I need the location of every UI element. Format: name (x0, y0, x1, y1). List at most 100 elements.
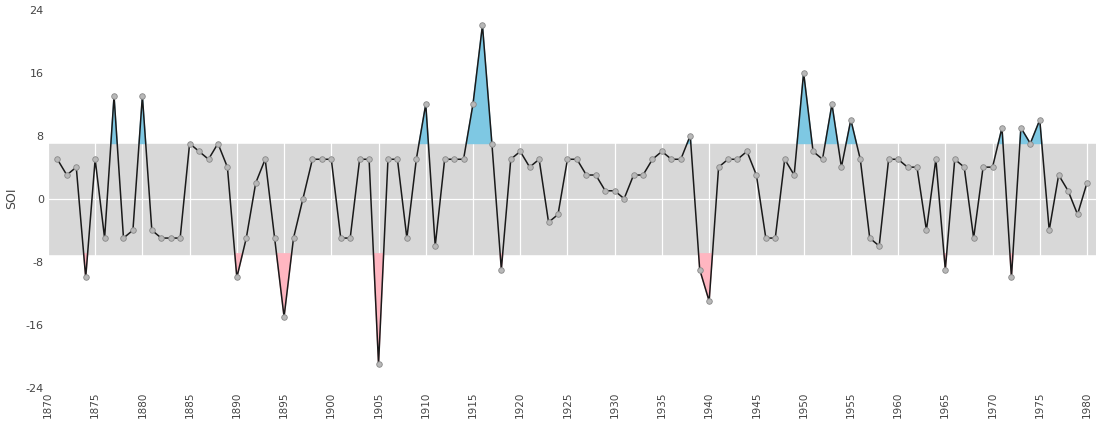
Point (908, 164, 926, 170)
Point (445, 156, 463, 163)
Point (587, 172, 605, 179)
Point (993, 124, 1011, 131)
Point (1003, 274, 1020, 281)
Point (493, 266, 510, 273)
Point (965, 234, 983, 241)
Point (549, 211, 566, 218)
Point (701, 298, 719, 304)
Point (1069, 211, 1087, 218)
Point (813, 156, 831, 163)
Point (795, 69, 812, 76)
Point (691, 266, 709, 273)
Point (228, 274, 246, 281)
Point (408, 156, 425, 163)
Point (247, 179, 264, 186)
Point (635, 172, 652, 179)
Point (379, 156, 397, 163)
Point (342, 234, 359, 241)
Point (474, 22, 491, 29)
Point (662, 156, 680, 163)
Point (946, 156, 963, 163)
Point (218, 164, 236, 170)
Point (577, 172, 595, 179)
Point (937, 266, 954, 273)
Point (710, 164, 727, 170)
Point (360, 156, 378, 163)
Point (77, 274, 95, 281)
Point (889, 156, 907, 163)
Point (1050, 172, 1068, 179)
Point (1078, 179, 1095, 186)
Point (804, 148, 822, 155)
Point (615, 195, 633, 202)
Point (644, 156, 661, 163)
Point (1031, 117, 1049, 123)
Point (672, 156, 690, 163)
Point (209, 140, 227, 147)
Point (842, 117, 860, 123)
Point (786, 172, 803, 179)
Point (861, 234, 878, 241)
Point (435, 156, 453, 163)
Point (1040, 227, 1058, 234)
Point (181, 140, 198, 147)
Point (503, 156, 520, 163)
Point (596, 187, 614, 194)
Point (303, 156, 321, 163)
Point (152, 234, 170, 241)
Point (426, 243, 444, 249)
Point (133, 93, 151, 100)
Point (984, 164, 1002, 170)
Point (162, 234, 180, 241)
Point (417, 101, 434, 108)
Point (974, 164, 992, 170)
Point (369, 361, 387, 368)
Point (464, 101, 482, 108)
Point (833, 164, 851, 170)
Point (653, 148, 671, 155)
Point (115, 234, 132, 241)
Point (257, 156, 274, 163)
Point (332, 234, 349, 241)
Point (284, 234, 302, 241)
Point (511, 148, 529, 155)
Point (105, 93, 122, 100)
Point (720, 156, 737, 163)
Point (927, 156, 944, 163)
Point (1059, 187, 1077, 194)
Point (871, 243, 888, 249)
Point (823, 101, 841, 108)
Point (237, 234, 255, 241)
Point (276, 313, 293, 320)
Point (747, 172, 765, 179)
Point (728, 156, 746, 163)
Point (899, 164, 917, 170)
Point (323, 156, 341, 163)
Bar (47, 143, 1096, 254)
Point (191, 148, 208, 155)
Point (294, 195, 312, 202)
Point (521, 164, 539, 170)
Point (171, 234, 188, 241)
Point (483, 140, 500, 147)
Point (681, 132, 699, 139)
Point (266, 234, 283, 241)
Point (625, 172, 642, 179)
Point (125, 227, 142, 234)
Point (389, 156, 407, 163)
Point (48, 156, 66, 163)
Point (569, 156, 586, 163)
Point (540, 219, 558, 226)
Point (738, 148, 756, 155)
Point (955, 164, 973, 170)
Point (199, 156, 217, 163)
Point (58, 172, 76, 179)
Point (606, 187, 624, 194)
Point (767, 234, 785, 241)
Point (313, 156, 331, 163)
Point (398, 234, 415, 241)
Point (350, 156, 368, 163)
Point (455, 156, 473, 163)
Point (96, 234, 114, 241)
Point (1022, 140, 1039, 147)
